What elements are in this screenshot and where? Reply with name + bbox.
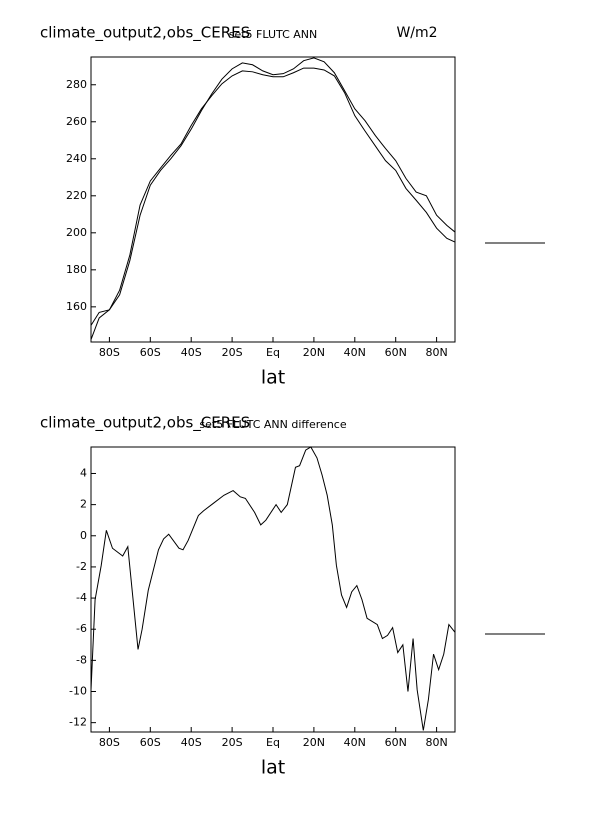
x-tick-label: 20N — [303, 346, 325, 359]
x-tick-label: 80S — [99, 736, 120, 749]
y-tick-label: 4 — [80, 466, 87, 479]
x-tick-label: 80N — [425, 346, 447, 359]
y-tick-label: 180 — [66, 263, 87, 276]
y-tick-label: -12 — [69, 716, 87, 729]
y-tick-label: 260 — [66, 115, 87, 128]
chart-title: climate_output2,obs_CERES — [40, 24, 250, 43]
x-tick-label: 40N — [344, 736, 366, 749]
x-tick-label: 20S — [222, 736, 243, 749]
x-axis-label: lat — [261, 757, 285, 779]
x-tick-label: 80S — [99, 346, 120, 359]
data-line — [90, 67, 456, 340]
x-tick-label: 40S — [181, 346, 202, 359]
x-tick-label: 40S — [181, 736, 202, 749]
y-tick-label: -10 — [69, 685, 87, 698]
y-tick-label: 240 — [66, 152, 87, 165]
y-tick-label: 2 — [80, 498, 87, 511]
x-tick-label: 40N — [344, 346, 366, 359]
y-tick-label: -8 — [76, 653, 87, 666]
data-line — [90, 446, 456, 731]
y-tick-label: -4 — [76, 591, 87, 604]
y-tick-label: 200 — [66, 226, 87, 239]
plot-frame — [90, 446, 456, 733]
x-tick-label: 60N — [385, 736, 407, 749]
x-tick-label: Eq — [266, 346, 280, 359]
x-tick-label: Eq — [266, 736, 280, 749]
x-tick-label: 80N — [425, 736, 447, 749]
y-tick-label: -2 — [76, 560, 87, 573]
chart-title: climate_output2,obs_CERES — [40, 414, 250, 433]
units-label: W/m2 — [396, 25, 437, 41]
x-tick-label: 20S — [222, 346, 243, 359]
data-line — [90, 57, 456, 326]
x-tick-label: 60S — [140, 346, 161, 359]
x-axis-label: lat — [261, 367, 285, 389]
y-tick-label: 280 — [66, 78, 87, 91]
y-tick-label: 220 — [66, 189, 87, 202]
x-tick-label: 20N — [303, 736, 325, 749]
y-tick-label: -6 — [76, 622, 87, 635]
chart-subtitle: set5 FLUTC ANN — [229, 28, 318, 41]
y-tick-label: 160 — [66, 300, 87, 313]
x-tick-label: 60S — [140, 736, 161, 749]
y-tick-label: 0 — [80, 529, 87, 542]
chart-subtitle: set5 FLUTC ANN difference — [199, 418, 346, 431]
x-tick-label: 60N — [385, 346, 407, 359]
